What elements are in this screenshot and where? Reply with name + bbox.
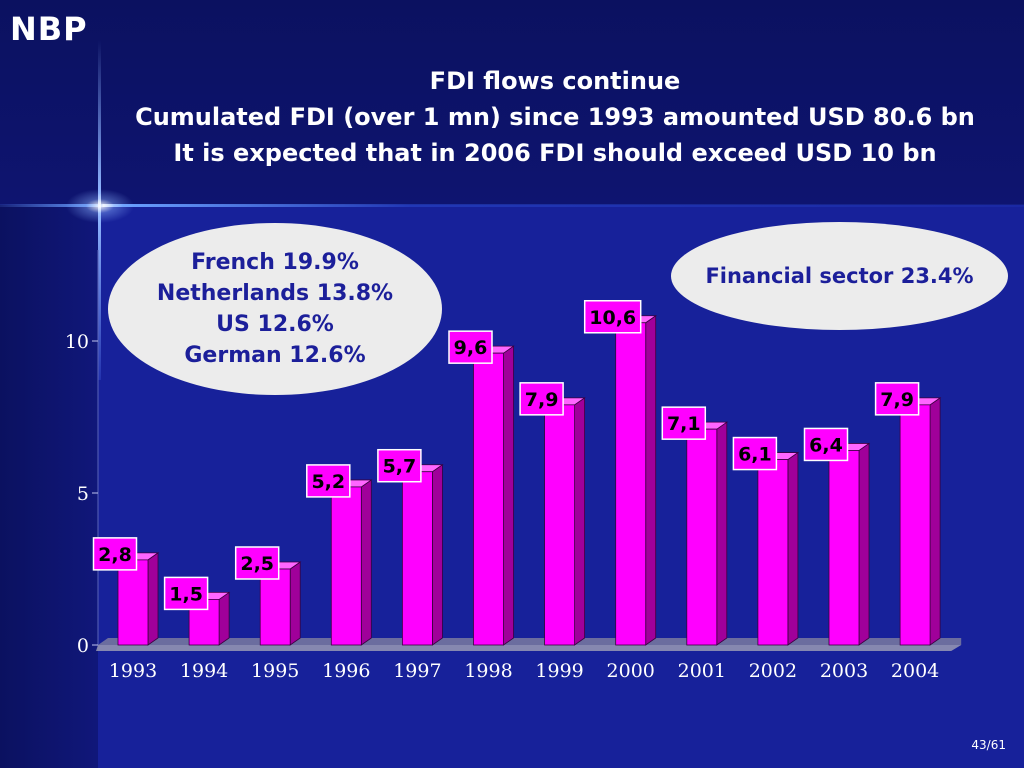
x-tick-label: 1997 xyxy=(393,660,441,682)
callout-line-us: US 12.6% xyxy=(216,312,334,337)
bar-1993 xyxy=(117,559,149,646)
x-tick-label: 2003 xyxy=(820,660,868,682)
value-label-box xyxy=(448,330,493,364)
sector-share-callout: Financial sector 23.4% xyxy=(671,222,1008,330)
value-label: 9,6 xyxy=(454,337,488,359)
bar-side xyxy=(218,591,230,646)
title-line-3: It is expected that in 2006 FDI should e… xyxy=(173,139,937,167)
title-line-2: Cumulated FDI (over 1 mn) since 1993 amo… xyxy=(135,103,975,131)
bar-2001 xyxy=(686,428,718,646)
y-tick-label: 10 xyxy=(65,331,89,353)
x-tick-label: 2002 xyxy=(749,660,797,682)
bar-2002 xyxy=(757,459,789,646)
value-label: 2,8 xyxy=(98,544,132,566)
callout-line-financial: Financial sector 23.4% xyxy=(705,264,974,288)
value-label: 2,5 xyxy=(240,553,274,575)
slide-title: FDI flows continue Cumulated FDI (over 1… xyxy=(100,63,1010,171)
value-label: 10,6 xyxy=(589,307,636,329)
bar-side xyxy=(147,552,159,646)
nbp-logo: NBP xyxy=(10,10,88,48)
value-label: 6,1 xyxy=(738,444,772,466)
callout-line-french: French 19.9% xyxy=(191,250,359,275)
bar-2000 xyxy=(615,322,647,646)
value-label: 7,9 xyxy=(525,389,559,411)
bar-2003 xyxy=(828,450,860,646)
x-tick-label: 1995 xyxy=(251,660,299,682)
bar-side xyxy=(858,442,870,646)
chart-floor-top xyxy=(98,638,962,645)
callout-line-netherlands: Netherlands 13.8% xyxy=(156,281,394,306)
x-tick-label: 1999 xyxy=(535,660,583,682)
bar-1995 xyxy=(259,568,291,646)
bar-2004 xyxy=(899,404,931,646)
value-label-box xyxy=(234,546,280,580)
bar-side xyxy=(574,397,585,646)
x-tick-label: 1998 xyxy=(464,660,512,682)
callout-line-german: German 12.6% xyxy=(184,343,366,368)
value-label-box xyxy=(732,436,778,471)
title-line-1: FDI flows continue xyxy=(429,67,681,95)
header-background xyxy=(0,0,1024,205)
bar-side xyxy=(503,345,514,646)
x-tick-label: 1994 xyxy=(180,660,228,682)
value-label-box xyxy=(519,382,564,416)
bar-1997 xyxy=(401,471,433,646)
value-label: 5,2 xyxy=(311,471,345,493)
value-label-box xyxy=(306,464,351,498)
value-label-box xyxy=(163,576,209,611)
bar-1996 xyxy=(330,486,362,646)
value-label-box xyxy=(92,537,138,571)
x-tick-label: 1996 xyxy=(322,660,370,682)
value-label-box xyxy=(874,382,920,416)
bar-1998 xyxy=(473,352,504,646)
value-label-box xyxy=(377,448,422,483)
value-label: 1,5 xyxy=(169,583,203,605)
value-label: 5,7 xyxy=(383,456,417,478)
bar-side xyxy=(716,421,728,646)
x-tick-label: 2001 xyxy=(678,660,726,682)
bar-side xyxy=(360,479,372,646)
sparkle-decoration xyxy=(60,186,140,226)
y-tick-label: 0 xyxy=(77,635,89,657)
bar-1999 xyxy=(544,404,575,646)
value-label-box xyxy=(661,406,707,440)
horizontal-divider xyxy=(0,204,1024,207)
bar-side xyxy=(645,314,657,646)
left-band xyxy=(0,205,98,768)
value-label: 7,1 xyxy=(667,413,701,435)
bar-side xyxy=(431,463,443,646)
bar-side xyxy=(787,451,799,646)
country-share-callout: French 19.9% Netherlands 13.8% US 12.6% … xyxy=(108,223,442,395)
chart-floor xyxy=(96,645,962,651)
page-number: 43/61 xyxy=(971,738,1006,752)
bar-side xyxy=(929,397,941,646)
y-tick-label: 5 xyxy=(77,483,89,505)
value-label: 7,9 xyxy=(880,389,914,411)
value-label-box xyxy=(803,427,849,462)
value-label: 6,4 xyxy=(809,434,843,456)
x-tick-label: 1993 xyxy=(109,660,157,682)
x-tick-label: 2000 xyxy=(607,660,655,682)
bar-side xyxy=(289,561,301,646)
value-label-box xyxy=(583,300,642,334)
x-tick-label: 2004 xyxy=(891,660,939,682)
